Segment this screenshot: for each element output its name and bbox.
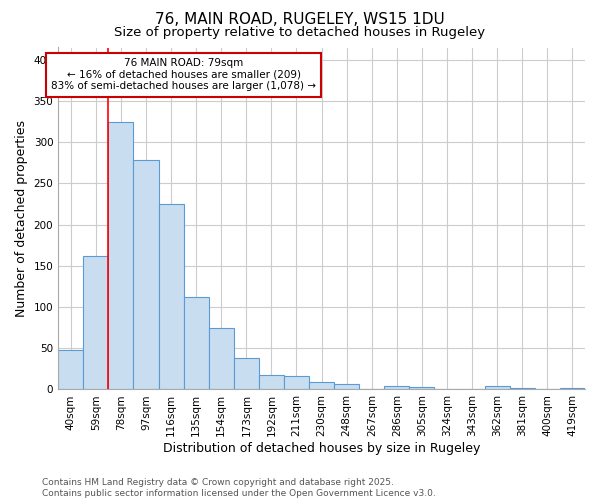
Bar bbox=[560, 388, 585, 390]
Text: 76 MAIN ROAD: 79sqm
← 16% of detached houses are smaller (209)
83% of semi-detac: 76 MAIN ROAD: 79sqm ← 16% of detached ho… bbox=[51, 58, 316, 92]
Bar bbox=[259, 376, 284, 390]
Bar bbox=[485, 386, 510, 390]
Bar bbox=[158, 204, 184, 390]
Bar bbox=[133, 160, 158, 390]
Bar bbox=[184, 297, 209, 390]
Text: 76, MAIN ROAD, RUGELEY, WS15 1DU: 76, MAIN ROAD, RUGELEY, WS15 1DU bbox=[155, 12, 445, 28]
Bar bbox=[385, 386, 409, 390]
Text: Contains HM Land Registry data © Crown copyright and database right 2025.
Contai: Contains HM Land Registry data © Crown c… bbox=[42, 478, 436, 498]
Text: Size of property relative to detached houses in Rugeley: Size of property relative to detached ho… bbox=[115, 26, 485, 39]
Y-axis label: Number of detached properties: Number of detached properties bbox=[15, 120, 28, 317]
Bar bbox=[234, 358, 259, 390]
X-axis label: Distribution of detached houses by size in Rugeley: Distribution of detached houses by size … bbox=[163, 442, 480, 455]
Bar bbox=[284, 376, 309, 390]
Bar bbox=[510, 388, 535, 390]
Bar bbox=[334, 384, 359, 390]
Bar bbox=[309, 382, 334, 390]
Bar bbox=[109, 122, 133, 390]
Bar bbox=[209, 328, 234, 390]
Bar bbox=[83, 256, 109, 390]
Bar bbox=[58, 350, 83, 390]
Bar bbox=[409, 387, 434, 390]
